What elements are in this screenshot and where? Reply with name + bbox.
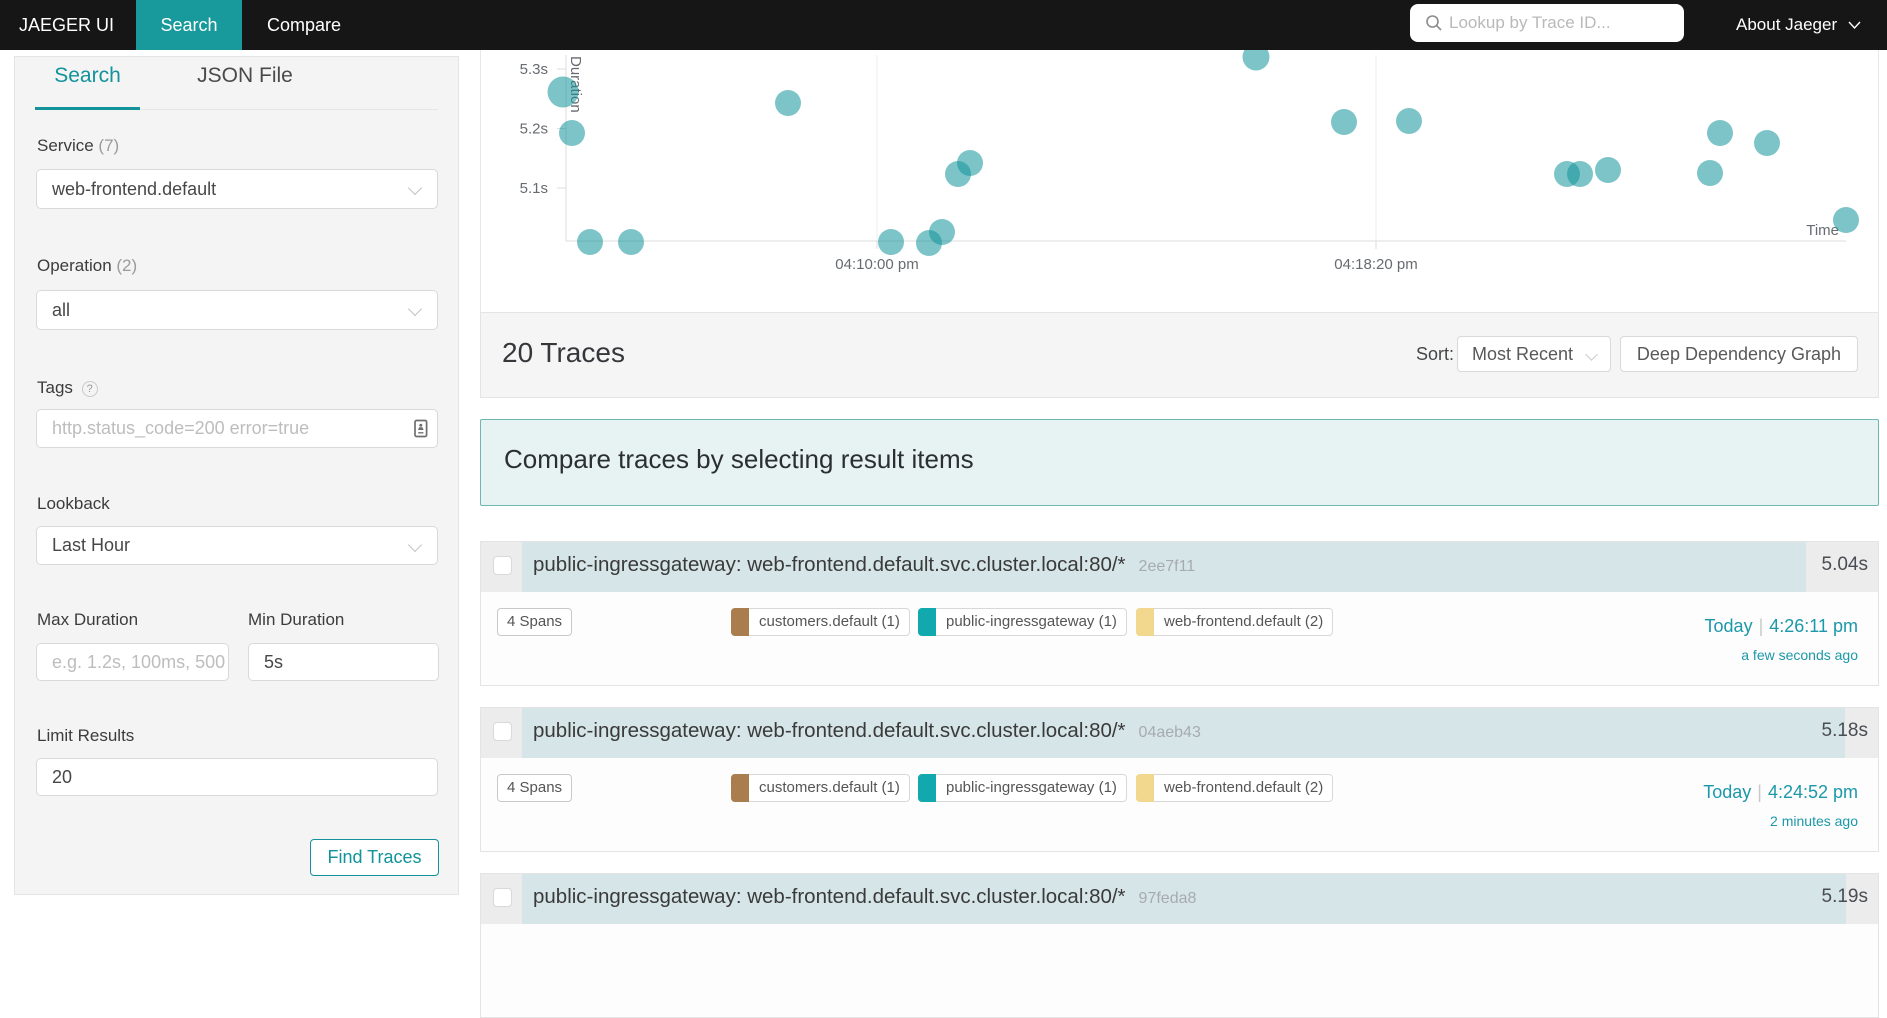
svg-text:5.3s: 5.3s: [520, 61, 548, 78]
svg-text:Time: Time: [1806, 222, 1839, 239]
svg-text:5.2s: 5.2s: [520, 121, 548, 138]
svg-text:04:18:20 pm: 04:18:20 pm: [1334, 256, 1417, 273]
svg-text:5.1s: 5.1s: [520, 180, 548, 197]
svg-text:04:10:00 pm: 04:10:00 pm: [835, 256, 918, 273]
